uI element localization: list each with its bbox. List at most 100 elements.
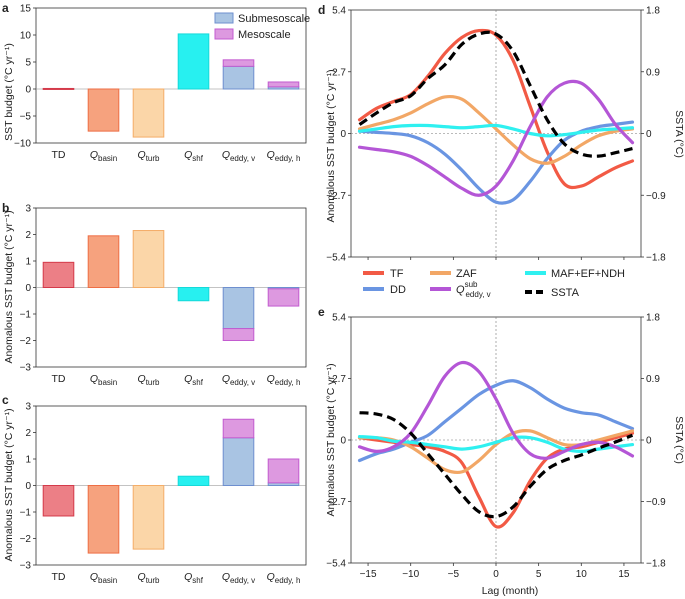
panel-e-plot: −5.4 −2.7 0 2.7 5.4 −1.8 −0.9 0 0.9 1.8 −15 −10 −5 0 5… xyxy=(326,313,666,581)
y-tick-label: −3 xyxy=(20,561,32,572)
bar-Q_eddy, v-submeso xyxy=(222,65,255,90)
series-line-zaf xyxy=(357,94,635,165)
bar-Q_shf xyxy=(177,475,210,487)
y-tick-label: −10 xyxy=(14,139,31,150)
bar-Q_eddy, v-submeso xyxy=(222,437,255,486)
legend-submeso-label: Submesoscale xyxy=(238,13,310,25)
y-tick-label: −2 xyxy=(20,336,32,347)
y-tick-label: −2.7 xyxy=(326,191,346,202)
x-tick-label: 15 xyxy=(618,569,630,580)
bar-Q_turb xyxy=(132,230,165,288)
y-tick-label: −2.7 xyxy=(326,497,346,508)
bar-TD xyxy=(42,261,75,289)
panel-d-plot: −5.4 −2.7 0 2.7 5.4 −1.8 −0.9 0 0.9 1.8 xyxy=(326,6,666,264)
y2-tick-label: −1.8 xyxy=(646,559,666,570)
bar-Q_eddy, h-meso xyxy=(267,288,300,307)
panel-letter-b: b xyxy=(2,201,9,215)
bar-Q_basin xyxy=(87,485,120,554)
legend-dd-label: DD xyxy=(390,284,406,296)
y-tick-label: −3 xyxy=(20,363,32,374)
category-label: Qeddy, h xyxy=(267,149,301,163)
y-tick-label: 10 xyxy=(20,31,32,42)
panel-a-ylabel: SST budget (°C yr⁻¹) xyxy=(3,43,15,141)
y2-tick-label: 1.8 xyxy=(646,313,660,324)
y-tick-label: −1 xyxy=(20,310,32,321)
panel-a-legend: Submesoscale Mesoscale xyxy=(214,12,310,41)
y-tick-label: 0 xyxy=(340,436,346,447)
y-tick-label: −5 xyxy=(20,112,32,123)
legend-meso-swatch xyxy=(214,28,234,40)
legend-tf-label: TF xyxy=(390,268,404,280)
y-tick-label: 0 xyxy=(25,481,31,492)
x-tick-label: −15 xyxy=(360,569,377,580)
bar-Q_basin xyxy=(87,235,120,288)
bar-Q_eddy, v-meso xyxy=(222,328,255,342)
legend-meso-label: Mesoscale xyxy=(238,29,291,41)
y-tick-label: −2 xyxy=(20,534,32,545)
bar-TD xyxy=(42,485,75,517)
legend-maf-label: MAF+EF+NDH xyxy=(551,268,625,280)
category-label: Qeddy, h xyxy=(267,373,301,387)
x-tick-label: 10 xyxy=(576,569,588,580)
category-label: TD xyxy=(52,149,66,161)
y-tick-label: 5.4 xyxy=(332,313,346,324)
legend-qeddy-label: Qsub eddy, v xyxy=(456,280,491,299)
x-tick-label: −10 xyxy=(402,569,419,580)
category-label: Qturb xyxy=(138,571,161,585)
y2-tick-label: 0.9 xyxy=(646,374,660,385)
bar-Q_eddy, h-meso xyxy=(267,458,300,484)
category-label: TD xyxy=(52,571,66,583)
y2-tick-label: 0 xyxy=(646,129,652,140)
y2-tick-label: −0.9 xyxy=(646,497,666,508)
y2-tick-label: 0 xyxy=(646,436,652,447)
y-tick-label: 0 xyxy=(25,283,31,294)
panel-b-plot: −3 −2 −1 0 1 2 3 TD Qbasin Qturb Qshf Qeddy, v Qeddy… xyxy=(20,204,307,387)
panel-c-ylabel: Anomalous SST budget (°C yr⁻¹) xyxy=(3,408,15,561)
category-label: Qbasin xyxy=(90,149,117,163)
panel-e-y2label: SSTA (°C) xyxy=(673,416,685,464)
bar-Q_shf xyxy=(177,287,210,302)
x-tick-label: 0 xyxy=(493,569,499,580)
y-tick-label: 1 xyxy=(25,455,31,466)
y-tick-label: 2.7 xyxy=(332,374,346,385)
series-line-qeddy xyxy=(357,79,635,197)
legend-submeso-swatch xyxy=(214,12,234,24)
category-label: Qbasin xyxy=(90,571,117,585)
category-label: Qeddy, v xyxy=(222,149,255,163)
bar-Q_eddy, v-meso xyxy=(222,418,255,439)
panel-letter-d: d xyxy=(318,3,325,17)
category-label: Qshf xyxy=(184,149,204,163)
panel-d-ylabel: Anomalous SST budget (°C yr⁻¹) xyxy=(325,69,337,222)
panel-c-plot: −3 −2 −1 0 1 2 3 TD Qbasin Qturb Qshf Qeddy, v Qeddy… xyxy=(20,402,307,585)
panel-d-y2label: SSTA (°C) xyxy=(673,110,685,158)
y-tick-label: 1 xyxy=(25,257,31,268)
x-tick-label: −5 xyxy=(448,569,460,580)
bar-Q_eddy, v-submeso xyxy=(222,287,255,330)
series-line-dd xyxy=(357,120,635,205)
panel-e-ylabel: Anomalous SST budget (°C yr⁻¹) xyxy=(325,363,337,516)
category-label: Qbasin xyxy=(90,373,117,387)
panel-b-ylabel: Anomalous SST budget (°C yr⁻¹) xyxy=(3,210,15,363)
category-label: Qeddy, v xyxy=(222,373,255,387)
y-tick-label: 2.7 xyxy=(332,67,346,78)
panel-letter-c: c xyxy=(2,393,9,407)
category-label: Qturb xyxy=(138,373,161,387)
y-tick-label: 2 xyxy=(25,428,31,439)
series-line-ssta xyxy=(358,30,633,158)
legend-zaf-label: ZAF xyxy=(456,268,477,280)
series-line-maf xyxy=(357,434,635,453)
bar-Q_turb xyxy=(132,88,165,138)
y-tick-label: 2 xyxy=(25,230,31,241)
series-line-dd xyxy=(357,379,635,463)
series-line-maf xyxy=(357,123,635,138)
panel-letter-a: a xyxy=(2,1,9,15)
bar-Q_eddy, v-meso xyxy=(222,59,255,67)
series-line-qeddy xyxy=(357,360,635,460)
category-label: Qturb xyxy=(138,149,161,163)
panel-e-xlabel: Lag (month) xyxy=(482,585,539,597)
category-label: Qeddy, v xyxy=(222,571,255,585)
bar-Q_turb xyxy=(132,485,165,550)
bar-Q_eddy, h-meso xyxy=(267,81,300,88)
y-tick-label: 5.4 xyxy=(332,6,346,17)
